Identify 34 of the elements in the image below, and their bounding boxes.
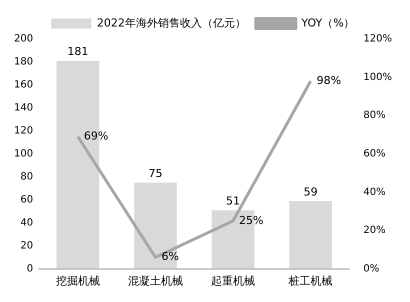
y2-tick-label: 60%: [363, 148, 386, 160]
y-tick-label: 160: [14, 80, 34, 91]
y2-tick-label: 120%: [363, 34, 392, 45]
y-tick-label: 200: [14, 34, 34, 45]
legend-label: 2022年海外销售收入（亿元）: [96, 16, 246, 30]
bar: [134, 182, 177, 269]
y-tick-label: 120: [14, 126, 34, 137]
y-tick-label: 40: [20, 217, 34, 228]
y-tick-label: 140: [14, 102, 34, 114]
y-tick-label: 0: [26, 263, 34, 274]
y-tick-label: 80: [20, 171, 34, 182]
x-tick-label: 桩工机械: [288, 274, 333, 288]
y-tick-label: 60: [20, 194, 34, 206]
data-label: 69%: [84, 130, 108, 143]
data-label: 59: [304, 185, 318, 198]
y-tick-label: 20: [20, 240, 34, 252]
y2-tick-label: 40%: [363, 186, 386, 198]
x-tick-label: 混凝土机械: [128, 274, 183, 288]
x-tick-label: 起重机械: [211, 274, 256, 288]
y2-tick-label: 0%: [363, 263, 380, 274]
data-label: 6%: [161, 250, 179, 264]
x-tick-label: 挖掘机械: [56, 274, 100, 288]
data-label: 51: [226, 194, 240, 208]
y2-tick-label: 100%: [363, 72, 392, 83]
data-label: 181: [67, 45, 88, 58]
legend-label: YOY（%）: [300, 16, 355, 30]
y2-tick-label: 20%: [363, 225, 386, 236]
data-label: 75: [148, 166, 162, 180]
y2-tick-label: 80%: [363, 110, 386, 122]
data-label: 98%: [316, 74, 342, 87]
y-tick-label: 180: [14, 56, 34, 68]
y-tick-label: 100: [14, 148, 34, 160]
bar: [289, 201, 332, 269]
data-label: 25%: [239, 214, 264, 227]
